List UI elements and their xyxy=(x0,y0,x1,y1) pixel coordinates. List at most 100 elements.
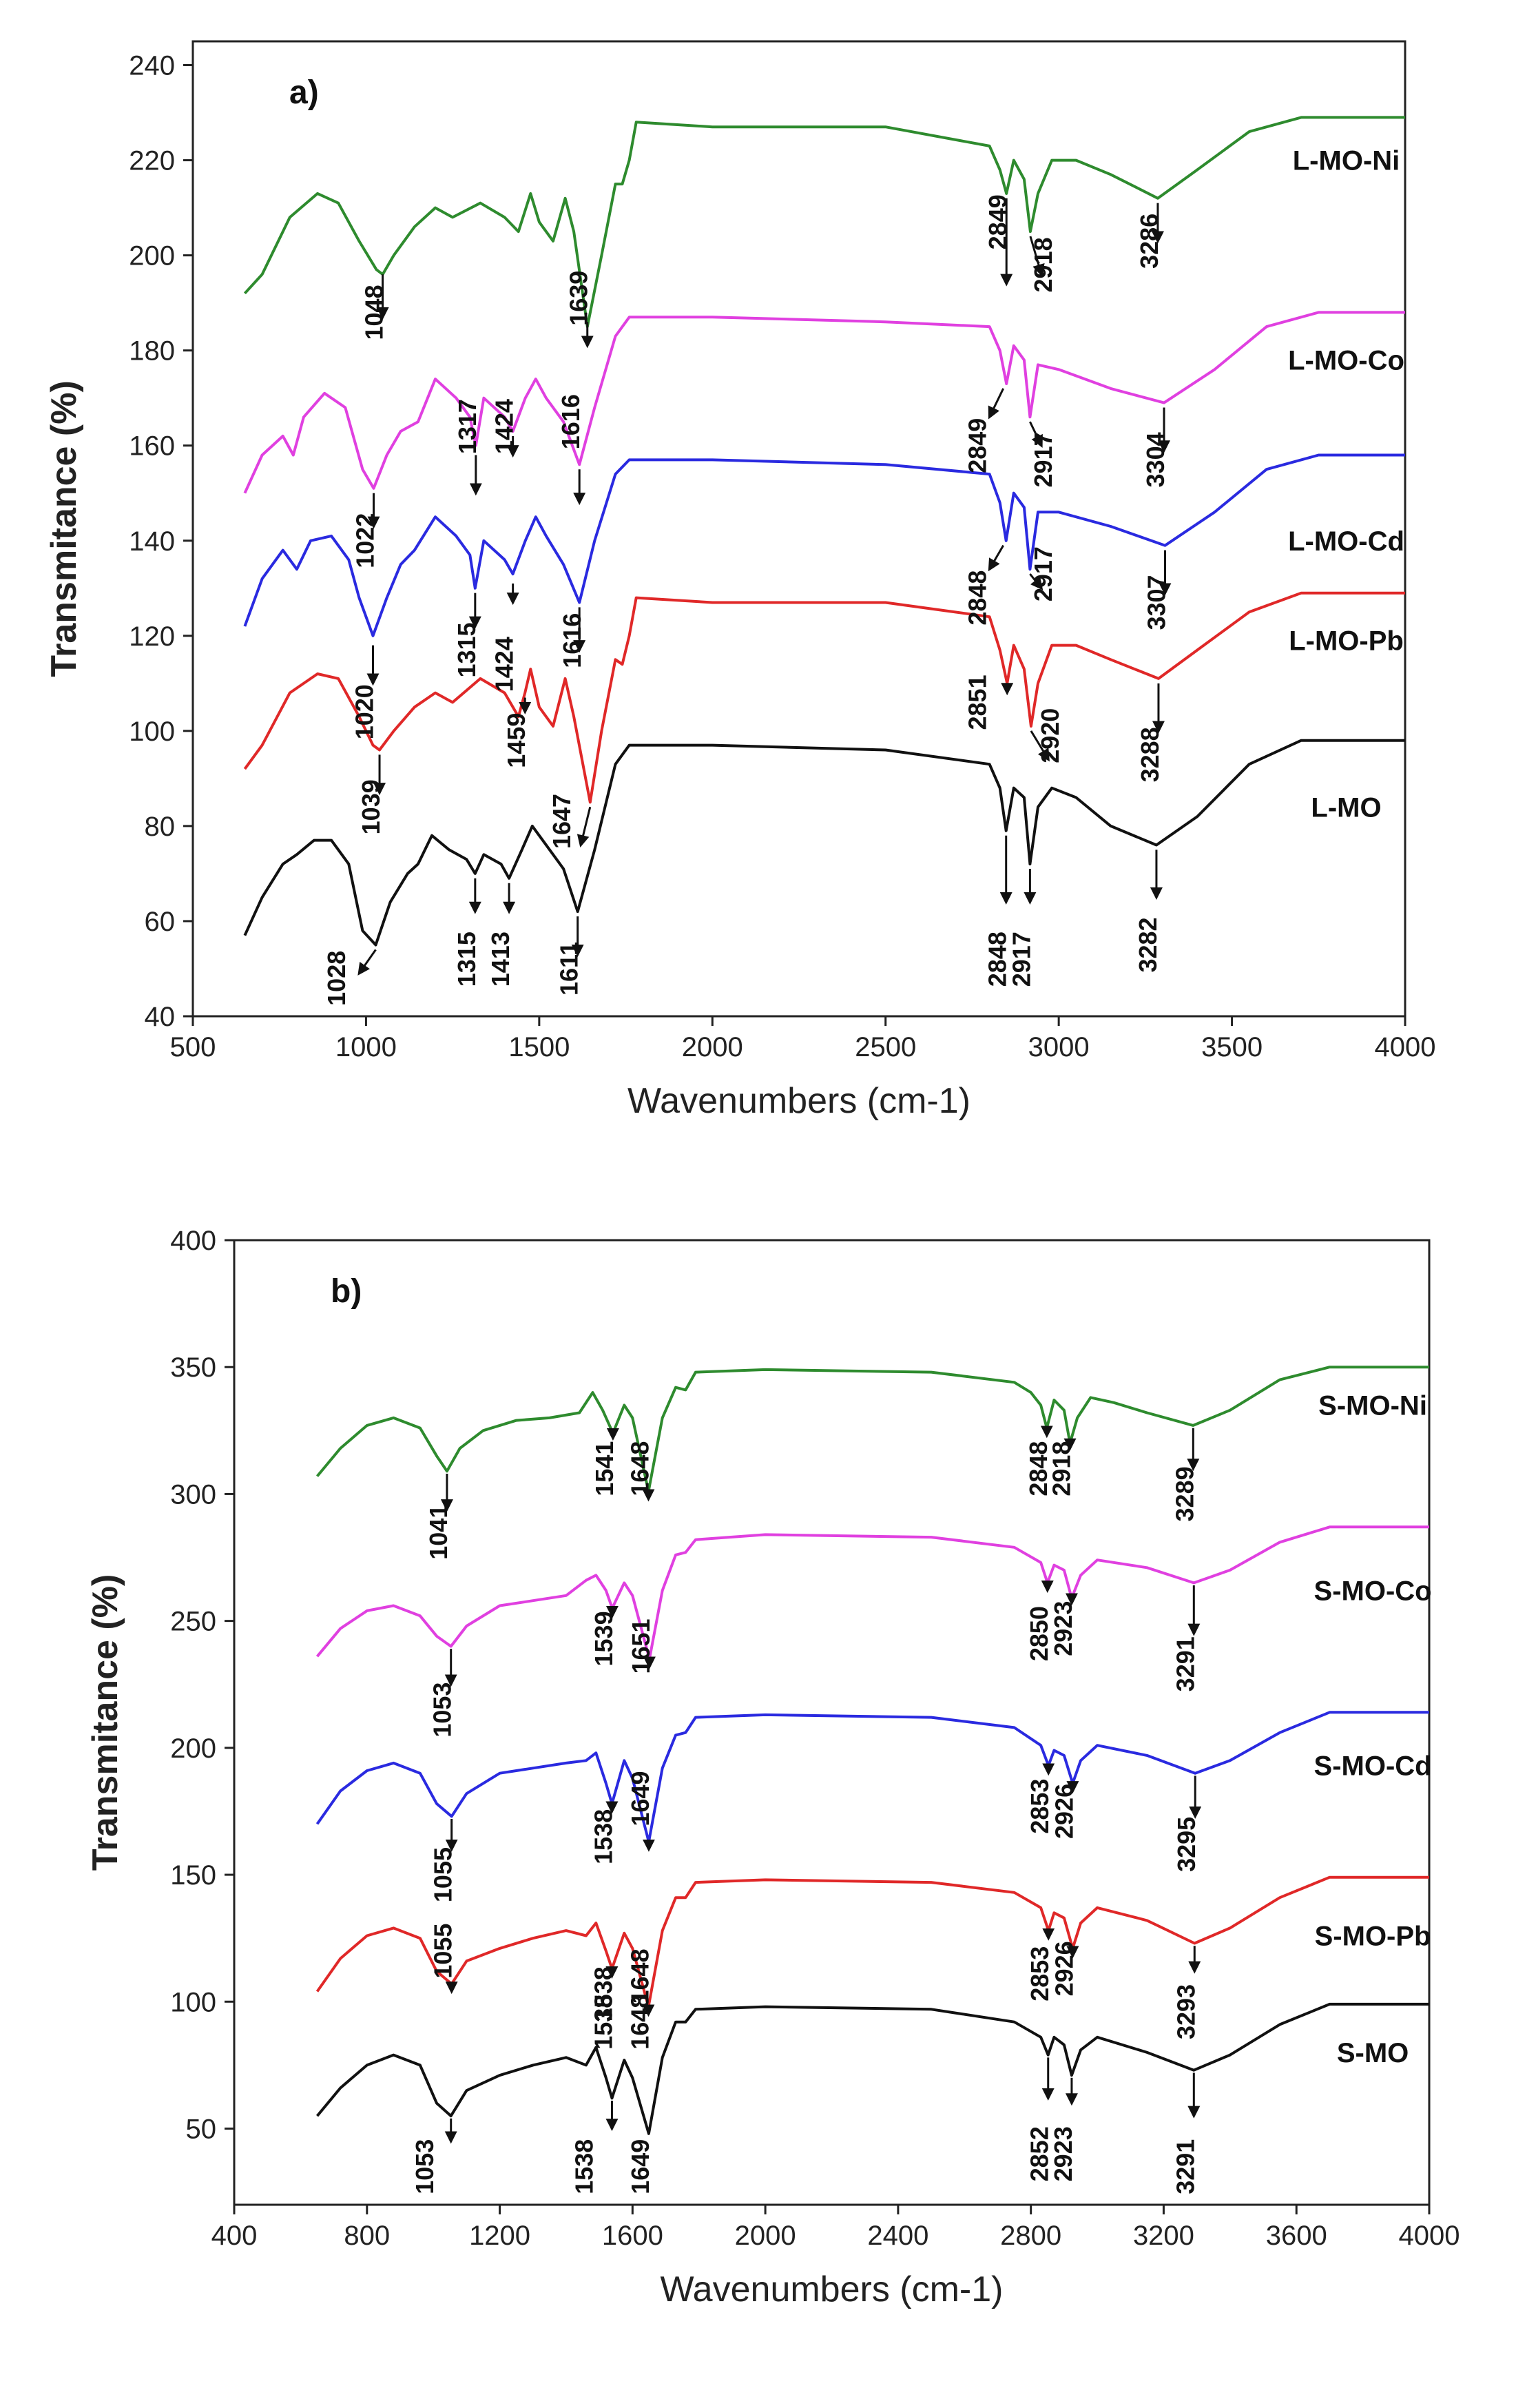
x-tick-label: 2800 xyxy=(1000,2221,1061,2251)
x-tick-label: 1600 xyxy=(602,2221,663,2251)
series-label: S-MO-Co xyxy=(1314,1576,1432,1606)
peak-arrow xyxy=(357,949,377,976)
peak-label: 3295 xyxy=(1172,1817,1201,1872)
peak-label: 2849 xyxy=(984,194,1012,249)
peak-label: 1611 xyxy=(555,942,583,996)
series-line-s-mo-cd xyxy=(315,1711,1429,1844)
peak-label: 2918 xyxy=(1029,237,1057,292)
y-tick-label: 180 xyxy=(129,336,175,367)
peak-label: 2923 xyxy=(1049,1601,1077,1656)
peak-label: 2917 xyxy=(1029,546,1057,601)
peak-label: 1541 xyxy=(590,1441,619,1496)
x-tick-label: 1500 xyxy=(508,1032,570,1062)
x-tick-label: 2400 xyxy=(867,2221,928,2251)
peak-label: 3289 xyxy=(1170,1466,1198,1521)
peak-arrow xyxy=(1029,236,1045,277)
peak-label: 2852 xyxy=(1026,2126,1054,2181)
peak-label: 1041 xyxy=(424,1505,453,1560)
y-tick-label: 150 xyxy=(170,1860,216,1891)
peak-label: 1616 xyxy=(558,613,586,668)
y-tick-label: 220 xyxy=(129,146,175,176)
peak-label: 2917 xyxy=(1007,932,1035,987)
x-tick-label: 3200 xyxy=(1133,2221,1194,2251)
x-axis-label: Wavenumbers (cm-1) xyxy=(627,1081,970,1121)
peak-label: 3291 xyxy=(1171,1636,1199,1691)
series-line-l-mo-cd xyxy=(243,453,1405,637)
peak-label: 1315 xyxy=(453,932,481,987)
series-label: S-MO-Cd xyxy=(1314,1751,1432,1782)
peak-label: 1648 xyxy=(625,1441,654,1496)
peak-label: 1022 xyxy=(351,513,379,568)
peak-label: 2920 xyxy=(1036,708,1064,763)
peak-label: 1538 xyxy=(589,1809,617,1864)
x-axis-label: Wavenumbers (cm-1) xyxy=(661,2270,1004,2309)
peak-label: 2853 xyxy=(1026,1779,1054,1834)
x-tick-label: 1200 xyxy=(469,2221,530,2251)
y-axis-label: Transmitance (%) xyxy=(85,1574,125,1871)
y-tick-label: 140 xyxy=(129,526,175,557)
series-label: S-MO-Pb xyxy=(1315,1921,1431,1951)
x-tick-label: 2500 xyxy=(855,1032,916,1062)
plot-frame xyxy=(191,40,1406,1018)
x-tick-label: 3000 xyxy=(1028,1032,1090,1062)
x-tick-label: 4000 xyxy=(1375,1032,1436,1062)
peak-label: 1424 xyxy=(490,637,519,692)
y-tick-label: 100 xyxy=(170,1987,216,2017)
series-label: L-MO-Pb xyxy=(1289,626,1404,657)
peak-label: 1413 xyxy=(486,932,515,987)
peak-label: 2926 xyxy=(1050,1941,1078,1996)
peak-label: 1538 xyxy=(589,1995,617,2050)
peak-label: 1020 xyxy=(350,684,378,739)
peak-label: 1055 xyxy=(429,1847,457,1902)
peak-label: 2923 xyxy=(1049,2126,1077,2181)
peak-label: 3286 xyxy=(1135,214,1163,269)
peak-label: 3304 xyxy=(1141,432,1170,487)
peak-label: 1538 xyxy=(570,2139,599,2194)
x-tick-label: 2000 xyxy=(682,1032,743,1062)
y-tick-label: 100 xyxy=(129,717,175,747)
peak-label: 1317 xyxy=(453,399,481,454)
peak-label: 1315 xyxy=(453,622,481,677)
series-label: L-MO-Ni xyxy=(1293,146,1400,176)
y-tick-label: 240 xyxy=(129,51,175,81)
series-line-l-mo-ni xyxy=(243,116,1405,329)
peak-arrow xyxy=(577,806,592,848)
peak-label: 1055 xyxy=(429,1924,457,1979)
peak-label: 2848 xyxy=(984,932,1012,987)
y-tick-label: 400 xyxy=(170,1226,216,1256)
peak-label: 1616 xyxy=(557,394,585,449)
x-tick-label: 3600 xyxy=(1266,2221,1327,2251)
peak-label: 1028 xyxy=(322,951,351,1006)
peak-label: 1647 xyxy=(548,794,576,849)
series-line-l-mo-pb xyxy=(243,591,1405,804)
peak-label: 1648 xyxy=(625,1995,654,2050)
peak-label: 3282 xyxy=(1134,917,1162,972)
peak-label: 2848 xyxy=(1024,1441,1052,1496)
peak-label: 3307 xyxy=(1143,575,1171,630)
x-tick-label: 400 xyxy=(211,2221,258,2251)
plot-frame xyxy=(233,1239,1431,2206)
peak-arrow xyxy=(1030,730,1050,762)
peak-label: 2853 xyxy=(1026,1946,1054,2001)
peak-label: 1053 xyxy=(428,1682,457,1738)
peak-label: 1639 xyxy=(565,271,593,326)
x-tick-label: 800 xyxy=(344,2221,390,2251)
y-tick-label: 250 xyxy=(170,1607,216,1637)
peak-label: 2917 xyxy=(1029,432,1057,487)
series-label: S-MO xyxy=(1337,2038,1409,2068)
peak-label: 1039 xyxy=(357,779,385,834)
peak-label: 2851 xyxy=(964,675,992,730)
peak-arrow xyxy=(988,388,1005,420)
peak-label: 1048 xyxy=(360,285,388,340)
x-tick-label: 2000 xyxy=(735,2221,796,2251)
peak-label: 1459 xyxy=(502,713,530,768)
series-label: L-MO-Cd xyxy=(1288,526,1404,557)
chart-panel-a: 500 1000 1500 2000 2500 3000 3500 4000 40 60 80 100… xyxy=(44,40,1436,1121)
series-line-s-mo-pb xyxy=(315,1875,1429,2008)
peak-label: 1538 xyxy=(589,1966,617,2021)
y-tick-label: 60 xyxy=(145,907,176,937)
y-tick-label: 350 xyxy=(170,1352,216,1383)
peak-label: 2926 xyxy=(1050,1784,1078,1839)
peak-arrow xyxy=(1029,421,1043,448)
